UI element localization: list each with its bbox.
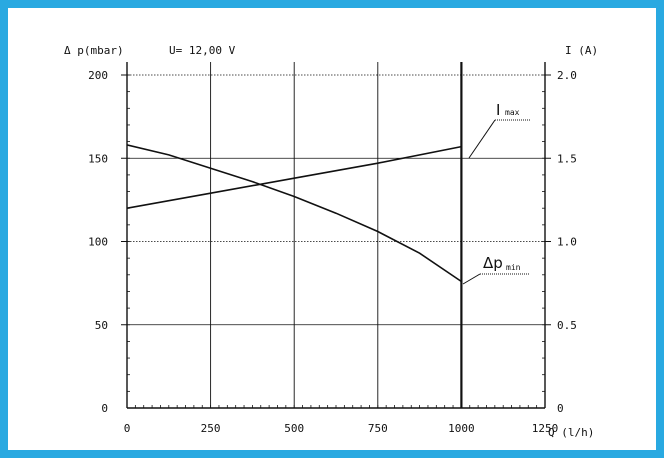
x-tick-label: 0 xyxy=(124,422,131,435)
y-left-tick-label: 50 xyxy=(95,319,108,332)
y-right-tick-label: 1.5 xyxy=(557,152,577,165)
dpmin-label: Δp min xyxy=(462,254,530,285)
x-tick-label: 250 xyxy=(201,422,221,435)
chart-frame: Δ p(mbar) U= 12,00 V I (A) Q (l/h) 0 250 5… xyxy=(8,8,656,450)
x-axis-label: Q (l/h) xyxy=(548,426,594,439)
dpmin-leader-line xyxy=(462,273,481,285)
y-right-tick-label: 1.0 xyxy=(557,236,577,249)
x-tick-label: 1250 xyxy=(532,422,559,435)
pump-curve-chart: Δ p(mbar) U= 12,00 V I (A) Q (l/h) 0 250 5… xyxy=(64,44,598,439)
y-left-tick-label: 150 xyxy=(88,152,108,165)
dpmin-label-main: Δp xyxy=(483,254,503,272)
left-axis-label: Δ p(mbar) xyxy=(64,44,124,57)
chart-title: U= 12,00 V xyxy=(169,44,236,57)
imax-label-sub: max xyxy=(505,108,520,117)
right-axis-label: I (A) xyxy=(565,44,598,57)
imax-label: I max xyxy=(468,101,530,159)
x-tick-label: 1000 xyxy=(448,422,475,435)
y-left-tick-label: 200 xyxy=(88,69,108,82)
x-tick-label: 500 xyxy=(284,422,304,435)
y-right-tick-label: 2.0 xyxy=(557,69,577,82)
imax-label-main: I xyxy=(496,101,500,119)
y-left-tick-label: 0 xyxy=(101,402,108,415)
dpmin-label-sub: min xyxy=(506,263,521,272)
y-right-tick-label: 0.5 xyxy=(557,319,577,332)
imax-leader-line xyxy=(468,119,496,159)
y-left-tick-label: 100 xyxy=(88,236,108,249)
y-right-tick-label: 0 xyxy=(557,402,564,415)
x-tick-label: 750 xyxy=(368,422,388,435)
